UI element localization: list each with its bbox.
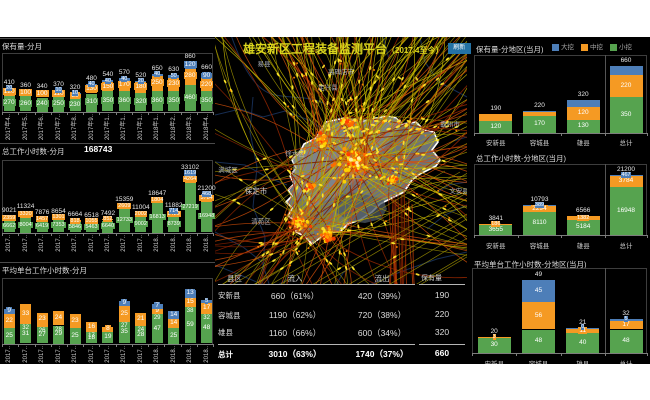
svg-text:满城区: 满城区 [218, 165, 238, 174]
svg-text:定兴县: 定兴县 [318, 83, 338, 92]
svg-text:徐水区: 徐水区 [285, 149, 305, 158]
svg-text:文安县: 文安县 [449, 186, 467, 195]
svg-text:易县: 易县 [258, 60, 272, 68]
svg-text:保定市: 保定市 [245, 186, 268, 196]
svg-text:清苑区: 清苑区 [251, 217, 271, 226]
svg-text:高碑店市: 高碑店市 [328, 67, 355, 76]
svg-text:霸州市: 霸州市 [440, 120, 460, 129]
